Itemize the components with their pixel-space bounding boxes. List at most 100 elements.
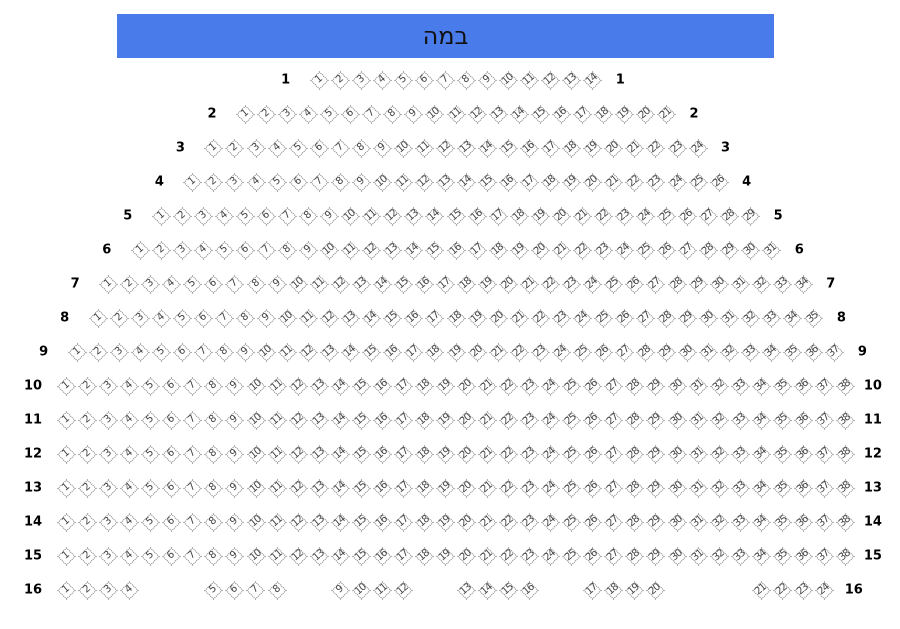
seat[interactable]: 3 [351, 70, 371, 90]
seat[interactable]: 9 [267, 274, 287, 294]
seat[interactable]: 8 [214, 342, 234, 362]
seat[interactable]: 18 [509, 206, 529, 226]
seat[interactable]: 3 [246, 138, 266, 158]
seat[interactable]: 29 [645, 478, 666, 498]
seat[interactable]: 27 [614, 342, 634, 362]
seat[interactable]: 33 [730, 546, 750, 566]
seat[interactable]: 33 [730, 512, 750, 532]
seat[interactable]: 18 [424, 342, 445, 362]
seat[interactable]: 13 [309, 410, 329, 430]
seat[interactable]: 4 [372, 70, 392, 90]
seat[interactable]: 15 [351, 410, 371, 430]
seat[interactable]: 2 [88, 342, 108, 362]
seat[interactable]: 15 [530, 104, 550, 124]
seat[interactable]: 10 [246, 512, 266, 532]
seat[interactable]: 18 [414, 376, 434, 396]
seat[interactable]: 21 [656, 104, 676, 124]
seat[interactable]: 22 [572, 240, 592, 260]
seat[interactable]: 4 [193, 240, 213, 260]
seat[interactable]: 35 [772, 512, 792, 532]
seat[interactable]: 32 [751, 274, 771, 294]
seat[interactable]: 7 [193, 342, 213, 362]
seat[interactable]: 30 [667, 444, 687, 464]
seat[interactable]: 17 [393, 478, 413, 498]
seat[interactable]: 15 [351, 546, 371, 566]
seat[interactable]: 20 [530, 240, 550, 260]
seat[interactable]: 3 [224, 172, 245, 192]
seat[interactable]: 36 [793, 478, 813, 498]
seat[interactable]: 4 [214, 206, 234, 226]
seat[interactable]: 18 [414, 478, 434, 498]
seat[interactable]: 14 [509, 104, 529, 124]
seat[interactable]: 15 [351, 512, 371, 532]
seat[interactable]: 34 [793, 274, 813, 294]
seat[interactable]: 13 [351, 274, 371, 294]
seat[interactable]: 27 [635, 308, 655, 328]
seat[interactable]: 16 [372, 546, 392, 566]
seat[interactable]: 20 [467, 342, 487, 362]
seat[interactable]: 32 [709, 478, 729, 498]
seat[interactable]: 36 [793, 444, 813, 464]
seat[interactable]: 13 [309, 512, 329, 532]
seat[interactable]: 38 [835, 444, 855, 464]
seat[interactable]: 11 [267, 410, 287, 430]
seat[interactable]: 15 [351, 376, 371, 396]
seat[interactable]: 33 [730, 376, 750, 396]
seat[interactable]: 10 [246, 410, 266, 430]
seat[interactable]: 15 [424, 240, 445, 260]
seat[interactable]: 32 [709, 376, 729, 396]
seat[interactable]: 17 [393, 376, 413, 396]
seat[interactable]: 5 [214, 240, 234, 260]
seat[interactable]: 31 [688, 410, 708, 430]
seat[interactable]: 21 [572, 206, 592, 226]
seat[interactable]: 14 [330, 512, 350, 532]
seat[interactable]: 3 [193, 206, 213, 226]
seat[interactable]: 31 [688, 376, 708, 396]
seat[interactable]: 30 [667, 546, 687, 566]
seat[interactable]: 22 [645, 138, 666, 158]
seat[interactable]: 11 [414, 138, 434, 158]
seat[interactable]: 12 [467, 104, 487, 124]
seat[interactable]: 21 [751, 580, 771, 600]
seat[interactable]: 16 [372, 478, 392, 498]
seat[interactable]: 31 [688, 478, 708, 498]
seat[interactable]: 6 [309, 138, 329, 158]
seat[interactable]: 13 [456, 580, 476, 600]
seat[interactable]: 6 [193, 308, 213, 328]
seat[interactable]: 11 [309, 274, 329, 294]
seat[interactable]: 29 [645, 444, 666, 464]
seat[interactable]: 34 [751, 512, 771, 532]
seat[interactable]: 38 [835, 512, 855, 532]
seat[interactable]: 16 [372, 376, 392, 396]
seat[interactable]: 37 [814, 478, 834, 498]
seat[interactable]: 14 [424, 206, 445, 226]
seat[interactable]: 1 [130, 240, 150, 260]
seat[interactable]: 12 [288, 376, 308, 396]
seat[interactable]: 23 [614, 206, 634, 226]
seat[interactable]: 35 [772, 444, 792, 464]
seat[interactable]: 28 [667, 274, 687, 294]
seat[interactable]: 30 [667, 512, 687, 532]
seat[interactable]: 10 [288, 274, 308, 294]
seat[interactable]: 14 [330, 410, 350, 430]
seat[interactable]: 11 [267, 376, 287, 396]
seat[interactable]: 25 [572, 342, 592, 362]
seat[interactable]: 25 [688, 172, 708, 192]
seat[interactable]: 4 [151, 308, 171, 328]
seat[interactable]: 3 [109, 342, 129, 362]
seat[interactable]: 21 [488, 342, 508, 362]
seat[interactable]: 11 [267, 444, 287, 464]
seat[interactable]: 37 [814, 546, 834, 566]
seat[interactable]: 11 [372, 580, 392, 600]
seat[interactable]: 10 [351, 580, 371, 600]
seat[interactable]: 37 [814, 376, 834, 396]
seat[interactable]: 13 [309, 376, 329, 396]
seat[interactable]: 14 [330, 478, 350, 498]
seat[interactable]: 14 [330, 376, 350, 396]
seat[interactable]: 1 [88, 308, 108, 328]
seat[interactable]: 10 [424, 104, 445, 124]
seat[interactable]: 12 [414, 172, 434, 192]
seat[interactable]: 18 [488, 240, 508, 260]
seat[interactable]: 10 [246, 444, 266, 464]
seat[interactable]: 2 [224, 138, 245, 158]
